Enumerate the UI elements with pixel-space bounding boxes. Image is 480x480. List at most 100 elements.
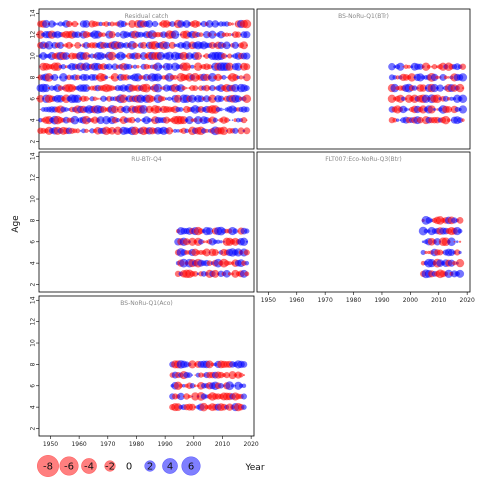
y-tick-label: 4: [30, 261, 37, 265]
residual-bubble: [239, 237, 249, 246]
x-tick-label: 1990: [374, 297, 389, 304]
residual-bubble: [447, 76, 451, 79]
residual-bubble: [104, 75, 109, 80]
x-tick-label: 2010: [431, 297, 446, 304]
residual-bubble: [245, 240, 248, 243]
residual-bubble: [190, 64, 195, 69]
x-tick-label: 2000: [186, 441, 201, 448]
residual-bubble: [76, 22, 79, 26]
residual-bubble: [202, 240, 206, 244]
legend-bubble: [37, 455, 59, 477]
panel-4: FLT007:Eco-NoRu-Q3(Btr) 1950 1960 1970 1980 1…: [256, 151, 475, 304]
residual-bubble: [426, 64, 431, 69]
residual-bubble: [245, 44, 248, 47]
x-tick-label: 1980: [346, 297, 361, 304]
residual-bubble: [243, 249, 250, 256]
y-tick-label: 10: [30, 52, 37, 60]
residual-bubble: [108, 76, 111, 79]
residual-bubble: [136, 64, 140, 69]
residual-bubble: [231, 22, 234, 26]
y-tick-label: 4: [30, 405, 37, 409]
y-tick-label: 6: [30, 240, 37, 244]
panel-1: Residual catch 2 4 6 8 10 12 14: [30, 8, 255, 150]
legend-label: 0: [126, 462, 132, 473]
residual-bubble: [246, 119, 248, 121]
residual-bubble: [404, 107, 409, 112]
residual-bubble: [84, 128, 89, 134]
residual-bubble: [139, 119, 142, 122]
residual-bubble: [224, 117, 230, 123]
residual-bubble: [193, 384, 197, 388]
residual-bubble: [238, 75, 244, 80]
residual-bubble: [395, 118, 400, 122]
residual-bubble: [239, 41, 248, 50]
legend-bubble: [144, 460, 156, 472]
residual-bubble: [52, 22, 57, 26]
y-tick-label: 8: [30, 75, 37, 79]
legend-bubble: [181, 456, 201, 476]
residual-bubble: [219, 107, 223, 112]
legend-label: -8: [43, 462, 53, 473]
legend-bubble: [104, 460, 116, 472]
residual-bubble: [170, 129, 174, 133]
y-tick-label: 12: [30, 31, 37, 39]
residual-bubble: [241, 383, 247, 389]
residual-bubble: [231, 119, 234, 121]
x-tick-label: 2020: [243, 441, 258, 448]
residual-bubble: [191, 374, 194, 376]
x-tick-label: 1970: [100, 441, 115, 448]
x-tick-label: 1980: [129, 441, 144, 448]
residual-bubble: [200, 55, 202, 57]
y-tick-label: 8: [30, 218, 37, 222]
residual-bubble: [157, 23, 159, 25]
panel-title: Residual catch: [125, 13, 169, 20]
residual-bubble: [244, 228, 250, 234]
y-tick-label: 10: [30, 195, 37, 203]
y-tick-label: 14: [30, 296, 37, 304]
x-tick-label: 1950: [261, 297, 276, 304]
residual-bubble: [181, 85, 187, 91]
panels-group: Residual catch 2 4 6 8 10 12 14 BS-NoRu-Q1(BTr) R…: [30, 8, 475, 448]
residual-bubble: [115, 32, 121, 38]
residual-bubble: [455, 83, 465, 93]
residual-bubble: [461, 118, 465, 122]
residual-bubble: [222, 108, 225, 111]
residual-bubble: [192, 85, 199, 92]
residual-bubble: [212, 117, 218, 123]
residual-bubble: [456, 269, 465, 278]
y-tick-label: 2: [30, 139, 37, 143]
residual-bubble: [115, 117, 121, 123]
x-tick-label: 2000: [403, 297, 418, 304]
residual-bubble: [455, 240, 459, 244]
panel-title: FLT007:Eco-NoRu-Q3(Btr): [325, 156, 402, 163]
x-tick-label: 1960: [289, 297, 304, 304]
residual-bubble: [177, 33, 179, 36]
panel-2: BS-NoRu-Q1(BTr): [256, 8, 471, 150]
x-axis-label: Year: [244, 463, 264, 473]
residual-bubble: [194, 52, 203, 60]
residual-bubble: [124, 22, 129, 26]
x-tick-label: 1950: [43, 441, 58, 448]
residual-bubble: [227, 21, 232, 27]
y-tick-label: 6: [30, 384, 37, 388]
residual-bubble: [457, 228, 463, 234]
residual-bubble: [158, 64, 163, 69]
residual-bubble: [240, 361, 248, 368]
residual-bubble: [101, 32, 106, 37]
residual-bubble: [443, 75, 448, 80]
residual-bubble: [242, 374, 246, 377]
residual-bubble: [458, 94, 468, 104]
x-tick-label: 1990: [157, 441, 172, 448]
residual-bubble: [227, 32, 232, 37]
residual-bubble: [244, 260, 250, 266]
panel-frame: [256, 8, 471, 150]
residual-bubble: [75, 128, 81, 134]
residual-bubble: [152, 20, 159, 28]
residual-bubble: [435, 75, 440, 80]
residual-bubble: [453, 240, 456, 243]
x-tick-label: 1960: [71, 441, 86, 448]
panel-frame: [38, 151, 255, 293]
legend-label: 4: [167, 462, 173, 473]
bubble-size-legend: -8 -6 -4 -2 0 2 4 6: [37, 455, 201, 477]
